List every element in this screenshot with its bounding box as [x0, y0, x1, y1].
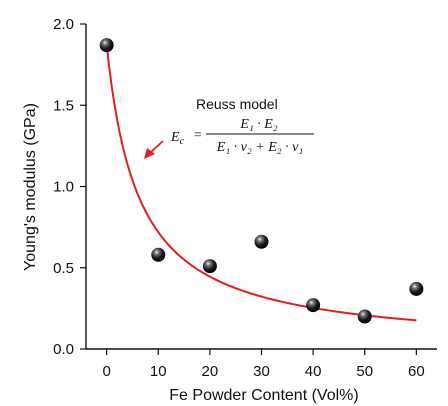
- annotation: Reuss model Ec = E₁ · E₂ E₁ · v₂ + E₂ · …: [144, 96, 314, 159]
- formula-equals: =: [193, 128, 202, 143]
- formula-lhs-sub: c: [180, 136, 185, 147]
- formula-numerator: E₁ · E₂: [239, 117, 277, 132]
- annotation-title: Reuss model: [196, 96, 278, 112]
- annotation-arrow: [144, 140, 164, 159]
- x-tick-label: 20: [202, 363, 219, 380]
- y-tick-label: 2.0: [53, 16, 74, 33]
- reuss-fit-curve: [105, 45, 417, 322]
- plot-frame: [85, 24, 437, 350]
- x-tick-label: 60: [408, 363, 425, 380]
- data-point: [409, 281, 424, 296]
- y-tick-label: 1.0: [53, 179, 74, 196]
- data-point: [151, 247, 166, 262]
- x-tick-label: 30: [253, 363, 270, 380]
- y-axis-label: Young's modulus (GPa): [22, 103, 39, 271]
- y-ticks: 0.0 0.5 1.0 1.5 2.0: [53, 16, 86, 358]
- data-point: [306, 298, 321, 313]
- formula-lhs: Ec: [170, 130, 185, 147]
- x-tick-label: 50: [356, 363, 373, 380]
- data-point: [357, 309, 372, 324]
- data-point: [202, 259, 217, 274]
- data-points: [99, 38, 424, 324]
- data-point: [254, 234, 269, 249]
- y-tick-label: 0.5: [53, 260, 74, 277]
- formula-denominator: E₁ · v₂ + E₂ · v₁: [216, 140, 303, 155]
- data-point: [99, 38, 114, 53]
- x-tick-label: 10: [150, 363, 167, 380]
- x-tick-label: 40: [305, 363, 322, 380]
- x-ticks: 0 10 20 30 40 50 60: [102, 349, 425, 380]
- x-axis-label: Fe Powder Content (Vol%): [169, 387, 358, 404]
- x-tick-label: 0: [102, 363, 110, 380]
- y-tick-label: 1.5: [53, 97, 74, 114]
- y-tick-label: 0.0: [53, 341, 74, 358]
